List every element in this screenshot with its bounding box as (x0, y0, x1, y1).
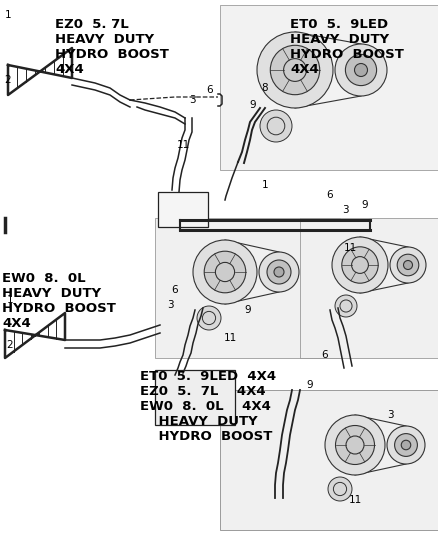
Text: 3: 3 (189, 95, 195, 105)
Text: ET0  5.  9LED
HEAVY  DUTY
HYDRO  BOOST
4X4: ET0 5. 9LED HEAVY DUTY HYDRO BOOST 4X4 (290, 18, 404, 76)
Circle shape (259, 252, 299, 292)
Circle shape (401, 440, 411, 450)
Circle shape (395, 434, 417, 456)
Circle shape (342, 247, 378, 283)
Text: 2: 2 (5, 75, 11, 85)
Text: EW0  8.  0L
HEAVY  DUTY
HYDRO  BOOST
4X4: EW0 8. 0L HEAVY DUTY HYDRO BOOST 4X4 (2, 272, 116, 330)
Circle shape (332, 237, 388, 293)
Circle shape (390, 247, 426, 283)
Bar (158, 192, 208, 227)
Circle shape (257, 32, 333, 108)
Circle shape (215, 262, 235, 281)
Circle shape (346, 436, 364, 454)
Text: 6: 6 (327, 190, 333, 200)
Text: 9: 9 (307, 380, 313, 390)
Circle shape (267, 117, 285, 135)
Text: 3: 3 (167, 300, 173, 310)
Circle shape (197, 306, 221, 330)
Text: 3: 3 (342, 205, 348, 215)
Circle shape (270, 45, 320, 95)
Bar (220, 390, 438, 530)
Circle shape (202, 311, 215, 325)
Circle shape (283, 59, 307, 82)
Circle shape (387, 426, 425, 464)
Circle shape (336, 425, 374, 464)
Bar (300, 218, 438, 358)
Bar (155, 370, 235, 425)
Circle shape (274, 267, 284, 277)
Circle shape (328, 477, 352, 501)
Circle shape (335, 44, 387, 96)
Text: 11: 11 (223, 333, 237, 343)
Text: 1: 1 (7, 295, 13, 305)
Circle shape (340, 300, 352, 312)
Circle shape (260, 110, 292, 142)
Text: 11: 11 (177, 140, 190, 150)
Text: 1: 1 (5, 10, 11, 20)
Circle shape (346, 54, 377, 86)
Text: 9: 9 (362, 200, 368, 210)
Text: 2: 2 (7, 340, 13, 350)
Circle shape (267, 260, 291, 284)
Circle shape (397, 254, 419, 276)
Text: 6: 6 (321, 350, 328, 360)
Circle shape (333, 482, 346, 496)
Bar (220, 5, 438, 170)
Text: 11: 11 (348, 495, 362, 505)
Circle shape (325, 415, 385, 475)
Text: 6: 6 (172, 285, 178, 295)
Text: 8: 8 (261, 83, 268, 93)
Circle shape (204, 251, 246, 293)
Text: EZ0  5. 7L
HEAVY  DUTY
HYDRO  BOOST
4X4: EZ0 5. 7L HEAVY DUTY HYDRO BOOST 4X4 (55, 18, 169, 76)
Text: 11: 11 (343, 243, 357, 253)
Bar (155, 218, 340, 358)
Text: 3: 3 (387, 410, 393, 420)
Circle shape (193, 240, 257, 304)
Text: 6: 6 (207, 85, 213, 95)
Text: 9: 9 (245, 305, 251, 315)
Circle shape (352, 256, 368, 273)
Circle shape (335, 295, 357, 317)
Text: 1: 1 (261, 180, 268, 190)
Text: 9: 9 (250, 100, 256, 110)
Circle shape (354, 63, 367, 77)
Circle shape (403, 261, 413, 270)
Text: ET0  5.  9LED  4X4
EZ0  5.  7L    4X4
EW0  8.  0L    4X4
    HEAVY  DUTY
    HYD: ET0 5. 9LED 4X4 EZ0 5. 7L 4X4 EW0 8. 0L … (140, 370, 276, 443)
